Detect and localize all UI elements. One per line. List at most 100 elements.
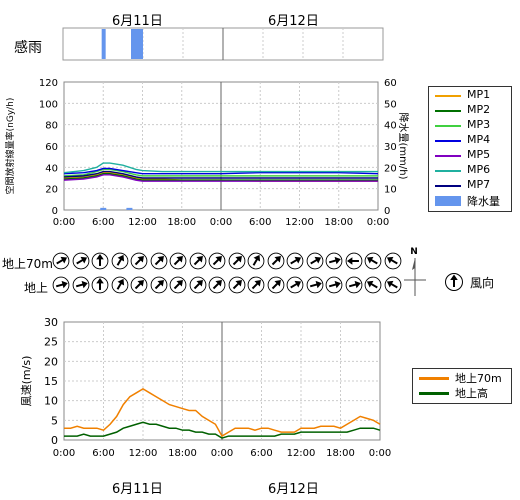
wind-arrow-icon bbox=[267, 252, 285, 270]
x-tick-label: 6:00 bbox=[92, 217, 114, 228]
x-tick-label: 0:00 bbox=[210, 217, 232, 228]
series-line-ground bbox=[64, 421, 381, 439]
rain-sense-label: 感雨 bbox=[14, 40, 42, 56]
wind-dir-row1-label: 地上70m bbox=[2, 257, 53, 271]
wind-arrow-icon bbox=[306, 252, 324, 270]
wind-arrow-icon bbox=[384, 252, 402, 270]
wind-legend-item: 地上70m bbox=[417, 371, 509, 385]
x-tick-label: 6:00 bbox=[249, 217, 271, 228]
legend-item-mp7: MP7 bbox=[433, 178, 509, 193]
north-indicator: N bbox=[404, 247, 426, 296]
wind-arrow-icon bbox=[111, 252, 129, 270]
x-tick-label: 12:00 bbox=[129, 448, 158, 459]
y-tick-label-left: 60 bbox=[45, 142, 58, 153]
y-tick-label-right: 40 bbox=[384, 121, 397, 132]
series-line-mp2 bbox=[63, 173, 378, 181]
legend-swatch bbox=[435, 110, 461, 112]
wind-arrow-icon bbox=[72, 252, 90, 270]
wind-arrow-icon bbox=[52, 252, 70, 270]
y-tick-label-right: 50 bbox=[384, 99, 397, 110]
wind-legend: 地上70m 地上高 bbox=[412, 368, 512, 404]
y-tick-label-right: 60 bbox=[384, 78, 397, 89]
wind-dir-legend-label: 風向 bbox=[470, 276, 495, 290]
date-label-day1: 6月11日 bbox=[112, 14, 163, 29]
y-tick-label: 15 bbox=[44, 375, 58, 388]
legend-item-mp4: MP4 bbox=[433, 133, 509, 148]
x-tick-label: 18:00 bbox=[324, 217, 353, 228]
wind-arrow-icon bbox=[384, 276, 402, 294]
date-label-day2: 6月12日 bbox=[268, 14, 319, 29]
legend-swatch bbox=[419, 377, 449, 380]
wind-arrow-icon bbox=[72, 276, 90, 294]
precip-bar bbox=[100, 207, 107, 210]
date-label-day1-bottom: 6月11日 bbox=[112, 482, 163, 497]
wind-dir-row1 bbox=[52, 252, 402, 272]
series-line-mp3 bbox=[63, 168, 378, 177]
wind-dir-row2-label: 地上 bbox=[24, 281, 49, 295]
series-line-mp4 bbox=[63, 167, 379, 175]
y-tick-label-left: 0 bbox=[52, 206, 58, 217]
wind-arrow-icon bbox=[169, 252, 187, 270]
series-line-70m bbox=[64, 387, 381, 438]
y-axis-label: 風速(m/s) bbox=[20, 356, 33, 407]
series-line-mp7 bbox=[63, 170, 378, 179]
series-line-mp5 bbox=[63, 174, 378, 182]
wind-arrow-icon bbox=[208, 276, 226, 294]
y-tick-label-right: 20 bbox=[384, 163, 397, 174]
wind-arrow-icon bbox=[247, 252, 265, 270]
x-tick-label: 18:00 bbox=[168, 448, 197, 459]
x-tick-label: 18:00 bbox=[167, 217, 196, 228]
wind-speed-chart: 0 5 10 15 20 25 30 0:00 6:00 12:00 18:00 0:00 6:00 12… bbox=[20, 316, 391, 459]
x-tick-label: 12:00 bbox=[128, 217, 157, 228]
y-tick-label-left: 80 bbox=[45, 121, 58, 132]
legend-swatch bbox=[419, 392, 449, 395]
x-tick-label: 6:00 bbox=[250, 448, 272, 459]
y-tick-label-right: 30 bbox=[384, 142, 397, 153]
wind-arrow-icon bbox=[325, 252, 343, 270]
y-tick-label-left: 120 bbox=[39, 78, 58, 89]
y-tick-label: 25 bbox=[44, 336, 58, 349]
date-label-day2-bottom: 6月12日 bbox=[268, 482, 319, 497]
wind-arrow-icon bbox=[228, 276, 246, 294]
legend-item-precip: 降水量 bbox=[433, 194, 509, 208]
x-tick-label: 0:00 bbox=[369, 448, 391, 459]
legend-swatch bbox=[435, 185, 461, 187]
x-tick-label: 6:00 bbox=[92, 448, 114, 459]
legend-swatch bbox=[435, 95, 461, 97]
wind-arrow-icon bbox=[150, 276, 168, 294]
y-tick-label-right: 0 bbox=[384, 206, 390, 217]
y-axis-label-left: 空間放射線量率(nGy/h) bbox=[4, 98, 16, 195]
wind-arrow-icon bbox=[208, 252, 226, 270]
x-tick-label: 12:00 bbox=[287, 448, 316, 459]
legend-swatch bbox=[435, 155, 461, 157]
legend-item-mp1: MP1 bbox=[433, 88, 509, 103]
wind-arrow-icon bbox=[189, 276, 207, 294]
series-line-mp6 bbox=[63, 162, 378, 174]
legend-label: MP4 bbox=[467, 133, 491, 146]
y-tick-label: 10 bbox=[44, 395, 58, 408]
wind-arrow-icon bbox=[306, 276, 324, 294]
y-tick-label: 5 bbox=[51, 414, 58, 427]
wind-arrow-icon bbox=[169, 276, 187, 294]
wind-arrow-icon bbox=[228, 252, 246, 270]
legend-label: MP6 bbox=[467, 163, 491, 176]
wind-arrow-icon bbox=[189, 252, 207, 270]
y-tick-label-left: 40 bbox=[45, 163, 58, 174]
legend-label: MP5 bbox=[467, 148, 491, 161]
rain-sense-strip bbox=[62, 27, 384, 61]
wind-arrow-icon bbox=[91, 276, 109, 294]
legend-swatch bbox=[435, 140, 461, 142]
wind-legend-item: 地上高 bbox=[417, 386, 509, 400]
radiation-chart: 0 20 40 60 80 100 120 0 10 20 30 40 50 60 0:00 6:00 12:0… bbox=[4, 78, 410, 228]
wind-arrow-icon bbox=[130, 252, 148, 270]
x-tick-label: 0:00 bbox=[53, 448, 75, 459]
wind-arrow-icon bbox=[364, 252, 382, 270]
legend-label: MP3 bbox=[467, 118, 491, 131]
legend-swatch bbox=[435, 125, 461, 127]
wind-arrow-icon bbox=[325, 276, 343, 294]
y-tick-label: 30 bbox=[44, 316, 58, 329]
wind-arrow-icon bbox=[111, 276, 129, 294]
legend-label: MP1 bbox=[467, 88, 491, 101]
y-axis-label-right: 降水量(mm/h) bbox=[397, 113, 410, 180]
legend-label: 地上70m bbox=[455, 372, 502, 385]
